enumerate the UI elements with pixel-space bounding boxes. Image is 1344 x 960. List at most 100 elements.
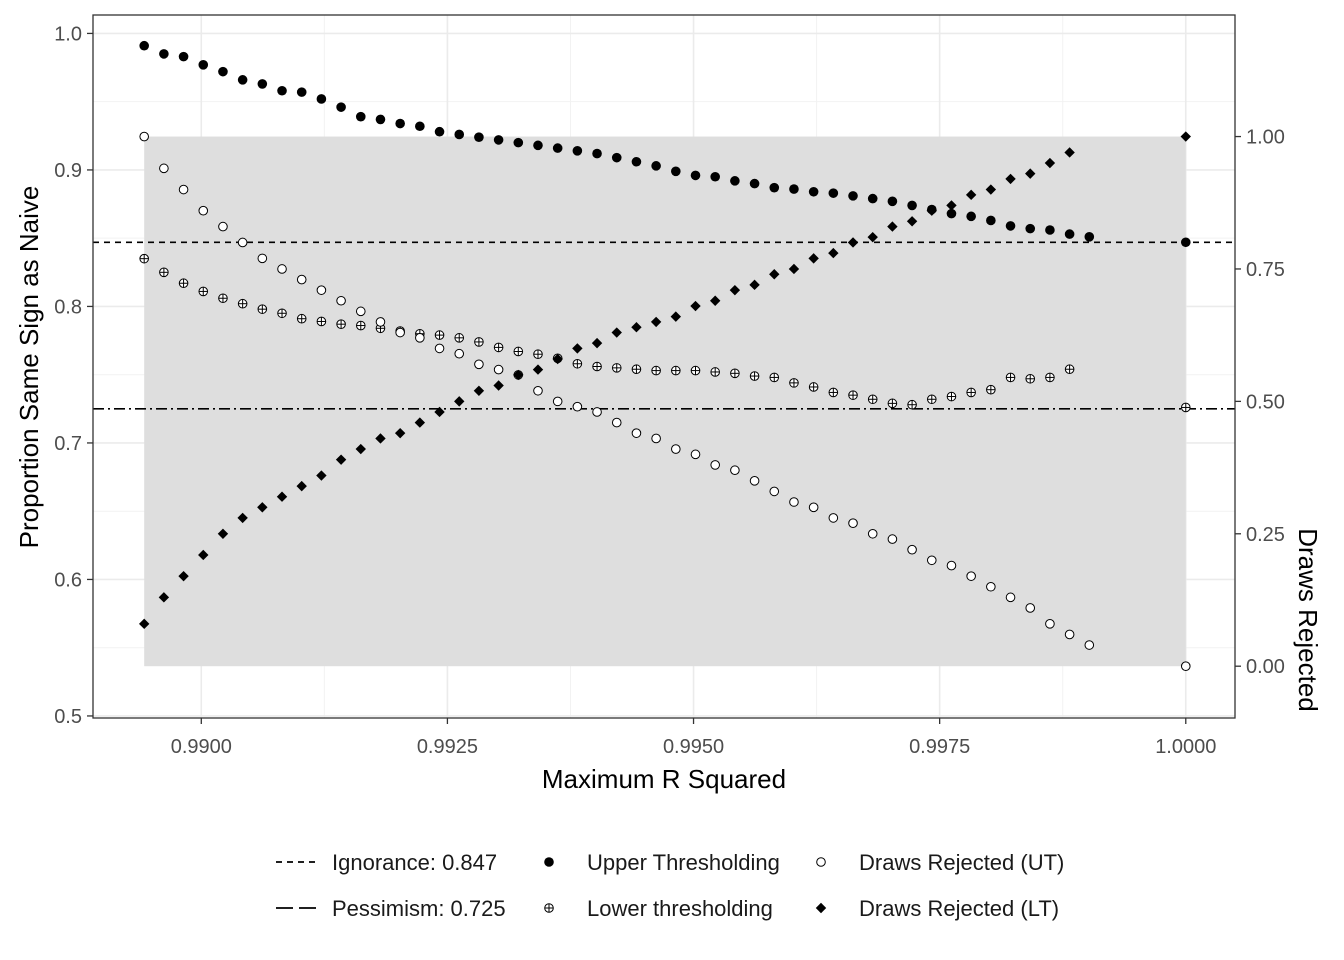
lower-thresholding-point [277,308,287,319]
upper-thresholding-point [1025,223,1036,234]
upper-thresholding-point [513,137,524,148]
legend-key-draws-rejected-ut [816,857,826,867]
draws-rejected-lt-point [946,200,957,211]
lower-thresholding-point [789,378,799,388]
upper-thresholding-point [454,129,465,140]
draws-rejected-lt-point [158,592,170,603]
upper-thresholding-point [710,171,720,182]
draws-rejected-ut-point [611,417,622,428]
draws-rejected-lt-point [611,327,622,338]
legend-label-lower-thresholding: Lower thresholding [587,896,773,921]
draws-rejected-ut-point [1045,619,1055,629]
lower-thresholding-point [533,349,543,360]
upper-thresholding-point [1045,225,1055,235]
upper-thresholding-point [611,152,622,163]
draws-rejected-lt-point [513,369,524,381]
upper-thresholding-point [769,182,780,193]
upper-thresholding-point [572,146,583,156]
lower-thresholding-point [474,337,484,347]
draws-rejected-lt-point [847,237,859,248]
draws-rejected-ut-point [336,295,346,306]
draws-rejected-lt-point [965,189,977,201]
draws-rejected-ut-point [395,327,405,338]
upper-thresholding-point [139,40,149,51]
upper-thresholding-point [1180,237,1191,248]
draws-rejected-lt-point [985,184,997,195]
legend-label-draws-rejected-lt: Draws Rejected (LT) [859,896,1059,921]
y2-tick-label: 0.25 [1246,524,1285,546]
upper-thresholding-point [533,140,543,151]
lower-thresholding-point [946,391,957,402]
x-tick-label: 0.9950 [663,736,724,758]
draws-rejected-ut-point [986,581,996,592]
lower-thresholding-point [336,319,346,329]
draws-rejected-lt-point [1044,157,1056,169]
upper-thresholding-point [887,196,898,207]
draws-rejected-ut-point [710,460,720,470]
lower-thresholding-point [296,313,307,324]
y2-tick-label: 0.00 [1246,656,1285,678]
upper-thresholding-point [966,211,976,222]
upper-thresholding-point [1084,232,1095,242]
upper-thresholding-point [198,60,209,70]
draws-rejected-lt-point [434,406,445,418]
draws-rejected-ut-point [926,555,937,566]
lower-thresholding-point [493,342,504,353]
upper-thresholding-point [1064,229,1075,239]
draws-rejected-ut-point [1064,629,1075,640]
lower-thresholding-point [355,320,366,331]
upper-thresholding-point [1005,221,1016,231]
legend-label-pessimism: Pessimism: 0.725 [332,896,506,921]
lower-thresholding-point [966,387,976,398]
draws-rejected-lt-point [631,322,642,333]
upper-thresholding-point [749,178,760,189]
draws-rejected-ut-point [415,333,425,343]
upper-thresholding-point [474,132,484,142]
draws-rejected-ut-point [198,205,209,216]
lower-thresholding-point [769,372,780,383]
legend: Ignorance: 0.847 Pessimism: 0.725 Upper … [276,850,1064,921]
draws-rejected-lt-point [887,221,898,232]
reference-lines [93,241,1235,410]
legend-marker [816,857,826,867]
draws-rejected-ut-point [139,131,149,142]
lower-thresholding-point [611,363,622,373]
y-tick-label: 0.9 [54,160,82,182]
draws-rejected-ut-point [887,534,898,544]
draws-rejected-ut-point [257,253,268,264]
y-tick-label: 0.6 [54,569,82,591]
upper-thresholding-point [808,186,819,197]
y2-axis-title: Draws Rejected [1293,528,1323,712]
lower-thresholding-point [907,399,917,410]
draws-rejected-lt-point [257,502,268,513]
draws-rejected-lt-point [552,353,563,365]
y-axis-title: Proportion Same Sign as Naive [14,186,44,549]
draws-rejected-lt-point [749,279,760,291]
upper-thresholding-point [178,51,189,62]
upper-thresholding-point [493,135,504,145]
draws-rejected-ut-point [651,433,661,444]
lower-thresholding-point [1025,373,1036,384]
draws-rejected-lt-point [532,364,544,375]
upper-thresholding-point [434,126,445,137]
draws-rejected-ut-point [552,396,563,407]
draws-rejected-lt-point [335,454,347,465]
upper-thresholding-point [848,191,858,201]
lower-thresholding-point [651,365,661,376]
upper-thresholding-point [730,176,740,186]
draws-rejected-ut-point [237,237,248,248]
upper-thresholding-point [690,170,701,181]
draws-rejected-lt-point [769,269,780,280]
upper-thresholding-point [159,49,169,59]
draws-rejected-ut-point [1025,603,1036,613]
draws-rejected-ut-point [730,465,740,476]
legend-label-ignorance: Ignorance: 0.847 [332,850,497,875]
y2-tick-label: 1.00 [1246,127,1285,149]
draws-rejected-lt-point [355,443,366,455]
draws-rejected-lt-point [906,216,918,227]
lower-thresholding-point [690,365,701,376]
draws-rejected-ut-point [454,348,465,359]
upper-thresholding-point [296,87,307,97]
draws-rejected-ut-point [316,285,327,295]
draws-rejected-lt-point [276,491,288,502]
